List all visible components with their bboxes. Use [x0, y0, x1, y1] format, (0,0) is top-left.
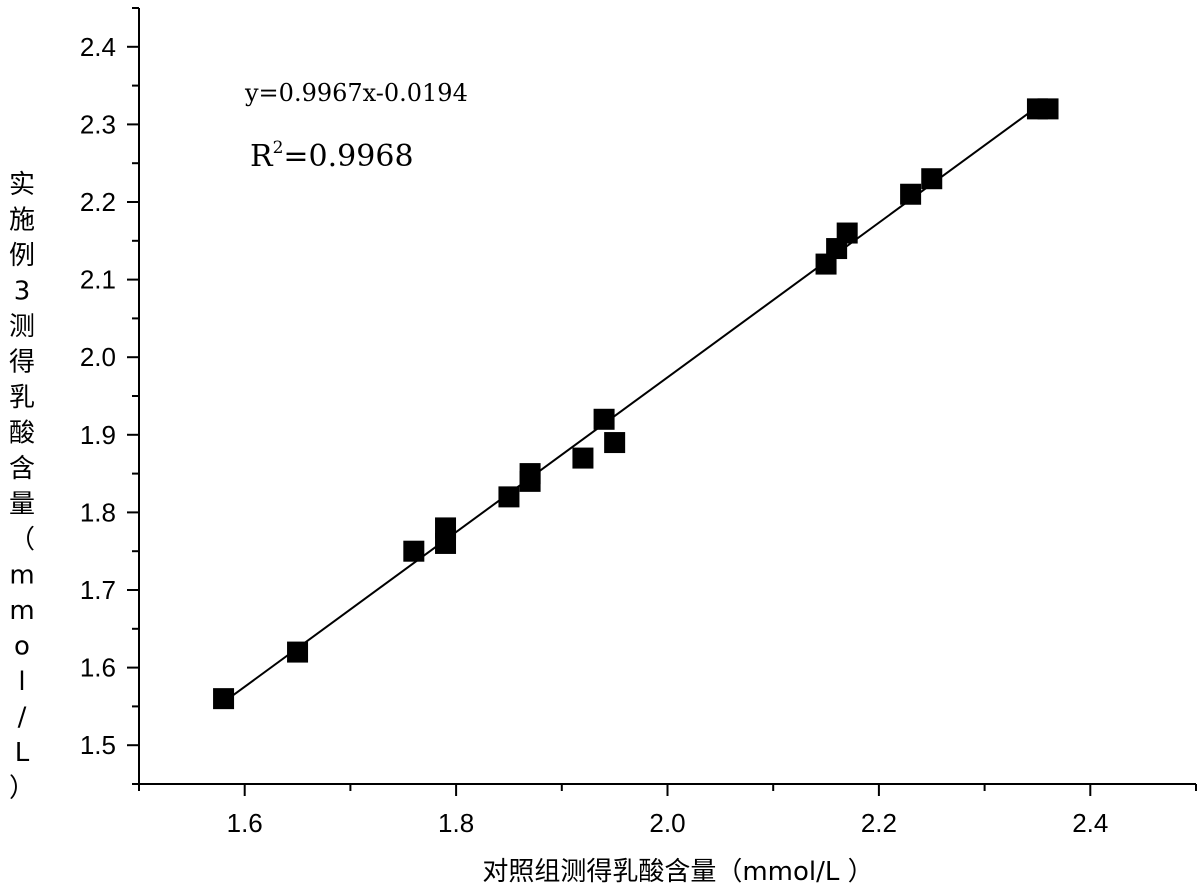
y-tick-label: 1.6	[80, 653, 116, 683]
y-axis-title-char: m	[9, 561, 34, 591]
r-squared-superscript: 2	[273, 138, 284, 158]
data-point	[1037, 98, 1059, 120]
x-tick-label: 2.0	[649, 808, 685, 838]
y-axis-title-char: 施	[9, 206, 35, 236]
y-axis-title-char: （	[9, 525, 35, 555]
y-axis-title-char: 测	[9, 312, 35, 342]
data-point	[921, 168, 943, 190]
data-point	[519, 463, 541, 485]
data-point	[604, 432, 626, 454]
y-tick-label: 2.2	[80, 187, 116, 217]
y-tick-label: 1.7	[80, 575, 116, 605]
r-squared-annotation: R2=0.9968	[250, 138, 414, 174]
x-tick-label: 2.2	[861, 808, 897, 838]
x-tick-label: 2.4	[1072, 808, 1108, 838]
data-point	[498, 486, 520, 508]
y-tick-label: 1.5	[80, 730, 116, 760]
data-points	[213, 98, 1059, 710]
y-axis-title-char: L	[15, 738, 30, 768]
x-tick-label: 1.6	[227, 808, 263, 838]
y-axis-title-char: 3	[14, 277, 31, 307]
y-axis-title-char: o	[14, 632, 30, 662]
data-point	[836, 222, 858, 244]
x-axis-title: 对照组测得乳酸含量（mmol/L ）	[482, 857, 873, 887]
y-axis-title-char: /	[18, 703, 27, 733]
data-point	[572, 447, 594, 469]
data-point	[435, 517, 457, 539]
y-tick-label: 1.9	[80, 420, 116, 450]
data-point	[900, 183, 922, 205]
y-axis-title-char: 酸	[9, 419, 35, 449]
fit-line-group	[222, 105, 1039, 704]
axes: 1.6 1.8 2.0 2.2 2.4 1.5 1.6 1.7 1.8 1.9 2.0 2.1 2.2 2…	[80, 7, 1197, 838]
y-axis-title-char: 含	[9, 454, 35, 484]
data-point	[213, 688, 235, 710]
r-squared-value: =0.9968	[283, 139, 413, 174]
y-tick-label: 2.0	[80, 342, 116, 372]
y-axis-title-char: 得	[9, 348, 35, 378]
data-point	[593, 408, 615, 430]
y-axis-title-char: 乳	[9, 383, 35, 413]
data-point	[403, 540, 425, 562]
fit-line	[222, 105, 1039, 704]
y-axis-title-char: l	[18, 667, 25, 697]
y-tick-label: 2.1	[80, 265, 116, 295]
y-tick-label: 2.4	[80, 32, 116, 62]
y-tick-label: 1.8	[80, 497, 116, 527]
y-tick-label: 2.3	[80, 109, 116, 139]
y-axis-title-char: ）	[9, 774, 35, 804]
regression-equation: y=0.9967x-0.0194	[244, 79, 468, 107]
r-squared-prefix: R	[250, 139, 274, 174]
x-tick-label: 1.8	[438, 808, 474, 838]
data-point	[287, 641, 309, 663]
y-axis-title-char: m	[9, 596, 34, 626]
y-axis-title-char: 例	[9, 241, 35, 271]
y-axis-title-char: 实	[9, 170, 35, 200]
y-axis-title-char: 量	[9, 490, 35, 520]
